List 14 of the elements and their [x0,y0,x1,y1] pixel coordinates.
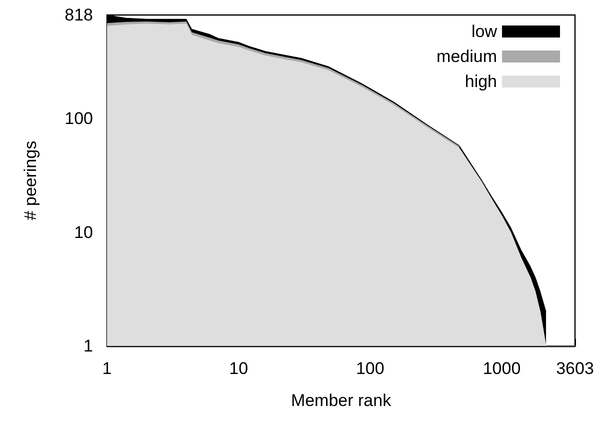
y-tick-label: 10 [74,222,93,242]
y-tick-label: 1 [84,336,93,356]
x-tick-label: 10 [229,359,248,378]
x-tick-label: 1000 [482,359,521,378]
legend-label: low [471,22,498,41]
y-tick-label: 818 [64,6,93,24]
x-tick-label: 1 [102,359,112,378]
legend-label: medium [436,47,497,66]
x-tick-label: 3603 [556,359,594,378]
legend-label: high [464,72,497,91]
x-tick-label: 100 [356,359,384,378]
y-axis-title: # peerings [21,140,40,220]
x-axis-title: Member rank [290,391,392,410]
y-tick-label: 100 [64,109,93,128]
